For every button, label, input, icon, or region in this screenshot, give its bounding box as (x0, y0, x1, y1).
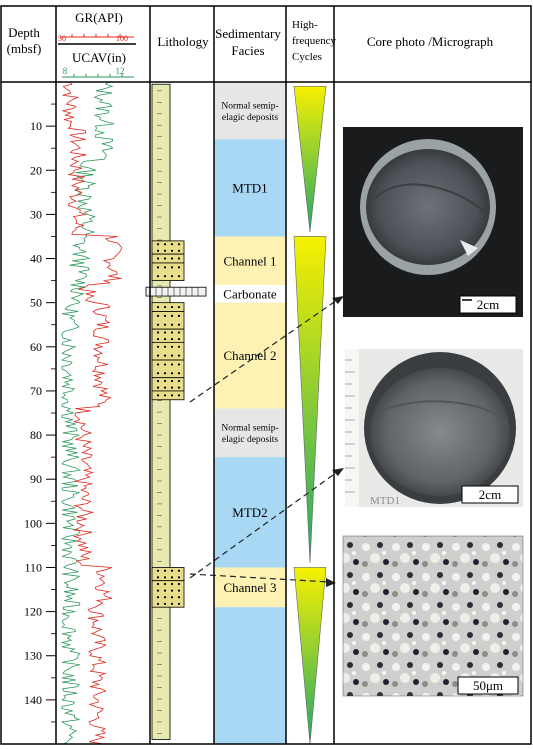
cycles-header-line1: High- (292, 19, 318, 31)
depth-tick-label: 40 (30, 252, 42, 266)
ucav-min-label: 8 (63, 66, 68, 76)
lithology-sand-bed (151, 341, 185, 361)
depth-tick-label: 110 (24, 560, 42, 574)
depth-tick-label: 140 (24, 693, 42, 707)
facies-label: Channel 3 (223, 580, 276, 595)
gr-header: GR(API) (75, 10, 123, 25)
facies-column: Normal semip-elagic deposits MTD1 Channel … (214, 82, 286, 744)
lithology-sand-bed (151, 390, 185, 401)
cycle-triangle (293, 86, 327, 233)
depth-header-line2: (mbsf) (7, 41, 42, 56)
core-photo-2-scale: 2cm (479, 487, 501, 502)
ucav-header: UCAV(in) (72, 50, 126, 65)
cycle-triangle (293, 567, 327, 745)
facies-label: MTD1 (232, 180, 267, 195)
cycles-header-line3: Cycles (292, 51, 322, 63)
facies-label: elagic deposits (222, 435, 278, 445)
facies-header-line1: Sedimentary (215, 26, 281, 41)
facies-label: Channel 2 (223, 348, 276, 363)
connector-1 (189, 297, 341, 403)
facies-label: Carbonate (223, 286, 277, 301)
facies-pelagic (214, 408, 286, 458)
facies-mtd (214, 139, 286, 237)
lithology-sand-bed (151, 311, 185, 330)
facies-label: Normal semip- (221, 423, 278, 433)
lithology-sand-bed (151, 377, 185, 392)
facies-channel (214, 236, 286, 286)
ucav-max-label: 12 (116, 66, 125, 76)
depth-axis: 10 20 30 40 50 60 70 80 90 100 110 120 130 140 (24, 103, 56, 723)
facies-mtd (214, 457, 286, 568)
gr-max-label: 100 (116, 34, 128, 43)
depth-tick-label: 120 (24, 605, 42, 619)
depth-header-line1: Depth (8, 25, 40, 40)
micrograph-scale: 50μm (473, 678, 503, 693)
facies-label: elagic deposits (222, 113, 278, 123)
depth-tick-label: 80 (30, 428, 42, 442)
gr-min-label: 30 (58, 34, 66, 43)
ucav-curve (60, 81, 115, 745)
facies-header-line2: Facies (231, 43, 264, 58)
core-photo-2-watermark: MTD1 (370, 495, 400, 507)
gr-scale-bar (60, 34, 134, 38)
facies-mtd (214, 607, 286, 744)
log-curves (60, 81, 123, 745)
lithology-sand-bed (151, 580, 185, 608)
core-photo-2: MTD1 2cm (345, 349, 523, 507)
connector-2 (189, 469, 341, 579)
facies-label: Normal semip- (221, 101, 278, 111)
depth-tick-label: 30 (30, 207, 42, 221)
depth-tick-label: 50 (30, 296, 42, 310)
depth-tick-label: 130 (24, 649, 42, 663)
depth-tick-label: 90 (30, 472, 42, 486)
depth-tick-label: 100 (24, 516, 42, 530)
ucav-scale-bar (62, 74, 134, 78)
lithology-sand-bed (151, 262, 185, 281)
cycle-triangle (293, 236, 327, 564)
facies-carbonate (214, 285, 286, 303)
facies-label: MTD2 (232, 505, 267, 520)
facies-label: Channel 1 (223, 253, 276, 268)
lithology-sand-bed (151, 567, 185, 582)
cycles-column (293, 86, 327, 745)
lithology-header: Lithology (157, 34, 209, 49)
facies-pelagic (214, 82, 286, 140)
cycles-header-line2: frequency (292, 35, 336, 47)
connector-arrowheads (326, 296, 344, 587)
gr-curve (62, 81, 123, 745)
lithology-carbonate (145, 286, 207, 297)
lithology-column (145, 83, 207, 740)
photo-header: Core photo /Micrograph (367, 34, 494, 49)
lithology-sand-bed (151, 359, 185, 379)
facies-channel (214, 302, 286, 409)
micrograph: 50μm (342, 535, 524, 697)
depth-tick-label: 70 (30, 384, 42, 398)
lithology-sand-bed (151, 240, 185, 255)
facies-channel (214, 567, 286, 608)
core-photo-1: 2cm (343, 127, 523, 317)
core-photo-1-scale: 2cm (477, 297, 499, 312)
lithology-sand-bed (151, 328, 185, 343)
header-row: Depth (mbsf) GR(API) 30 100 UCAV(in) 8 1… (7, 10, 494, 78)
depth-tick-label: 10 (30, 119, 42, 133)
depth-tick-label: 20 (30, 163, 42, 177)
frame (0, 5, 532, 745)
depth-tick-label: 60 (30, 340, 42, 354)
